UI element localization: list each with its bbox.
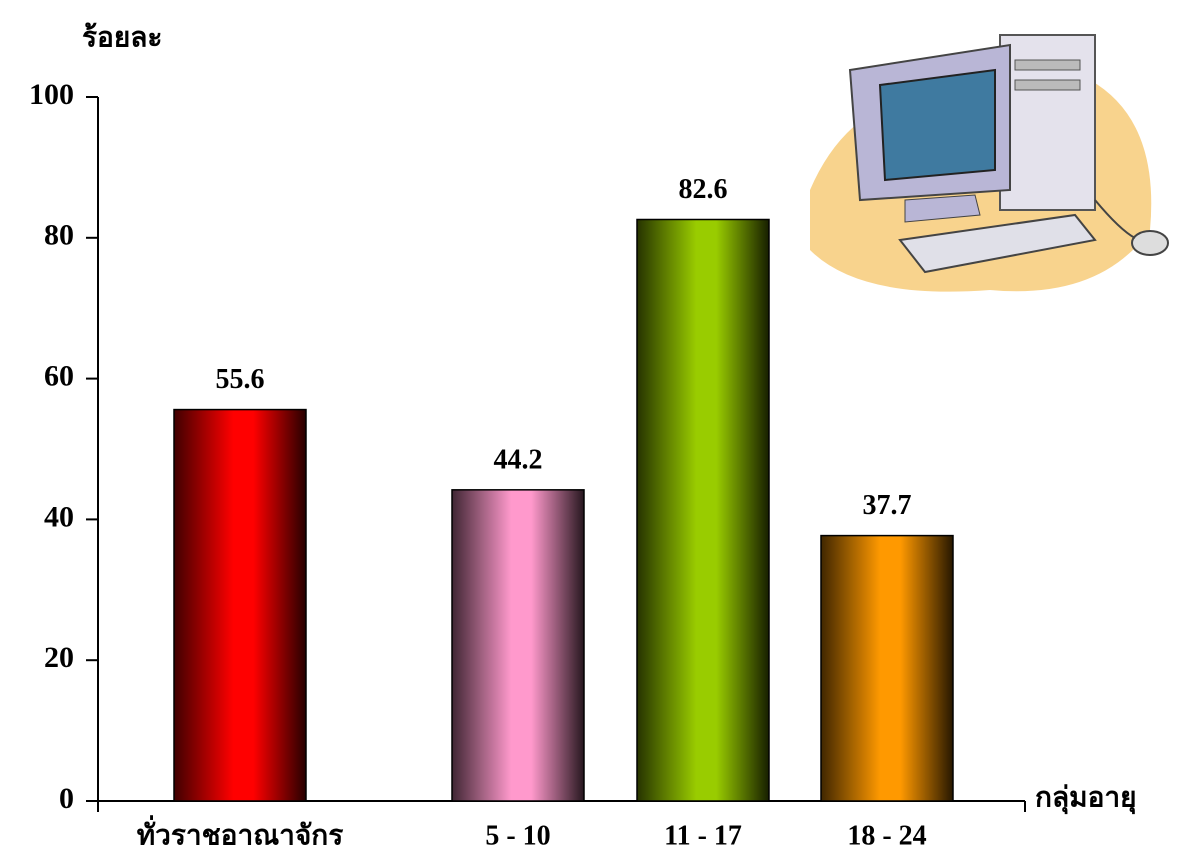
value-label: 82.6 — [679, 174, 728, 205]
computer-clipart — [810, 34, 1169, 292]
y-tick-label: 0 — [59, 782, 74, 815]
y-tick-label: 60 — [44, 359, 74, 392]
y-tick-label: 40 — [44, 500, 74, 533]
x-tick-label: 11 - 17 — [664, 820, 742, 851]
y-tick-label: 20 — [44, 641, 74, 674]
value-label: 44.2 — [494, 444, 543, 475]
bar — [820, 534, 954, 802]
bar — [636, 218, 770, 802]
x-tick-label: 18 - 24 — [847, 820, 926, 851]
y-tick-label: 80 — [44, 219, 74, 252]
value-label: 55.6 — [216, 364, 265, 395]
bar — [451, 489, 585, 802]
x-axis-label: กลุ่มอายุ — [1035, 782, 1137, 814]
x-tick-label: 5 - 10 — [485, 820, 550, 851]
y-tick-label: 100 — [29, 78, 74, 111]
y-axis-label: ร้อยละ — [82, 22, 162, 53]
bar — [173, 408, 307, 802]
x-tick-label: ทั่วราชอาณาจักร — [137, 814, 344, 851]
value-label: 37.7 — [863, 490, 912, 521]
